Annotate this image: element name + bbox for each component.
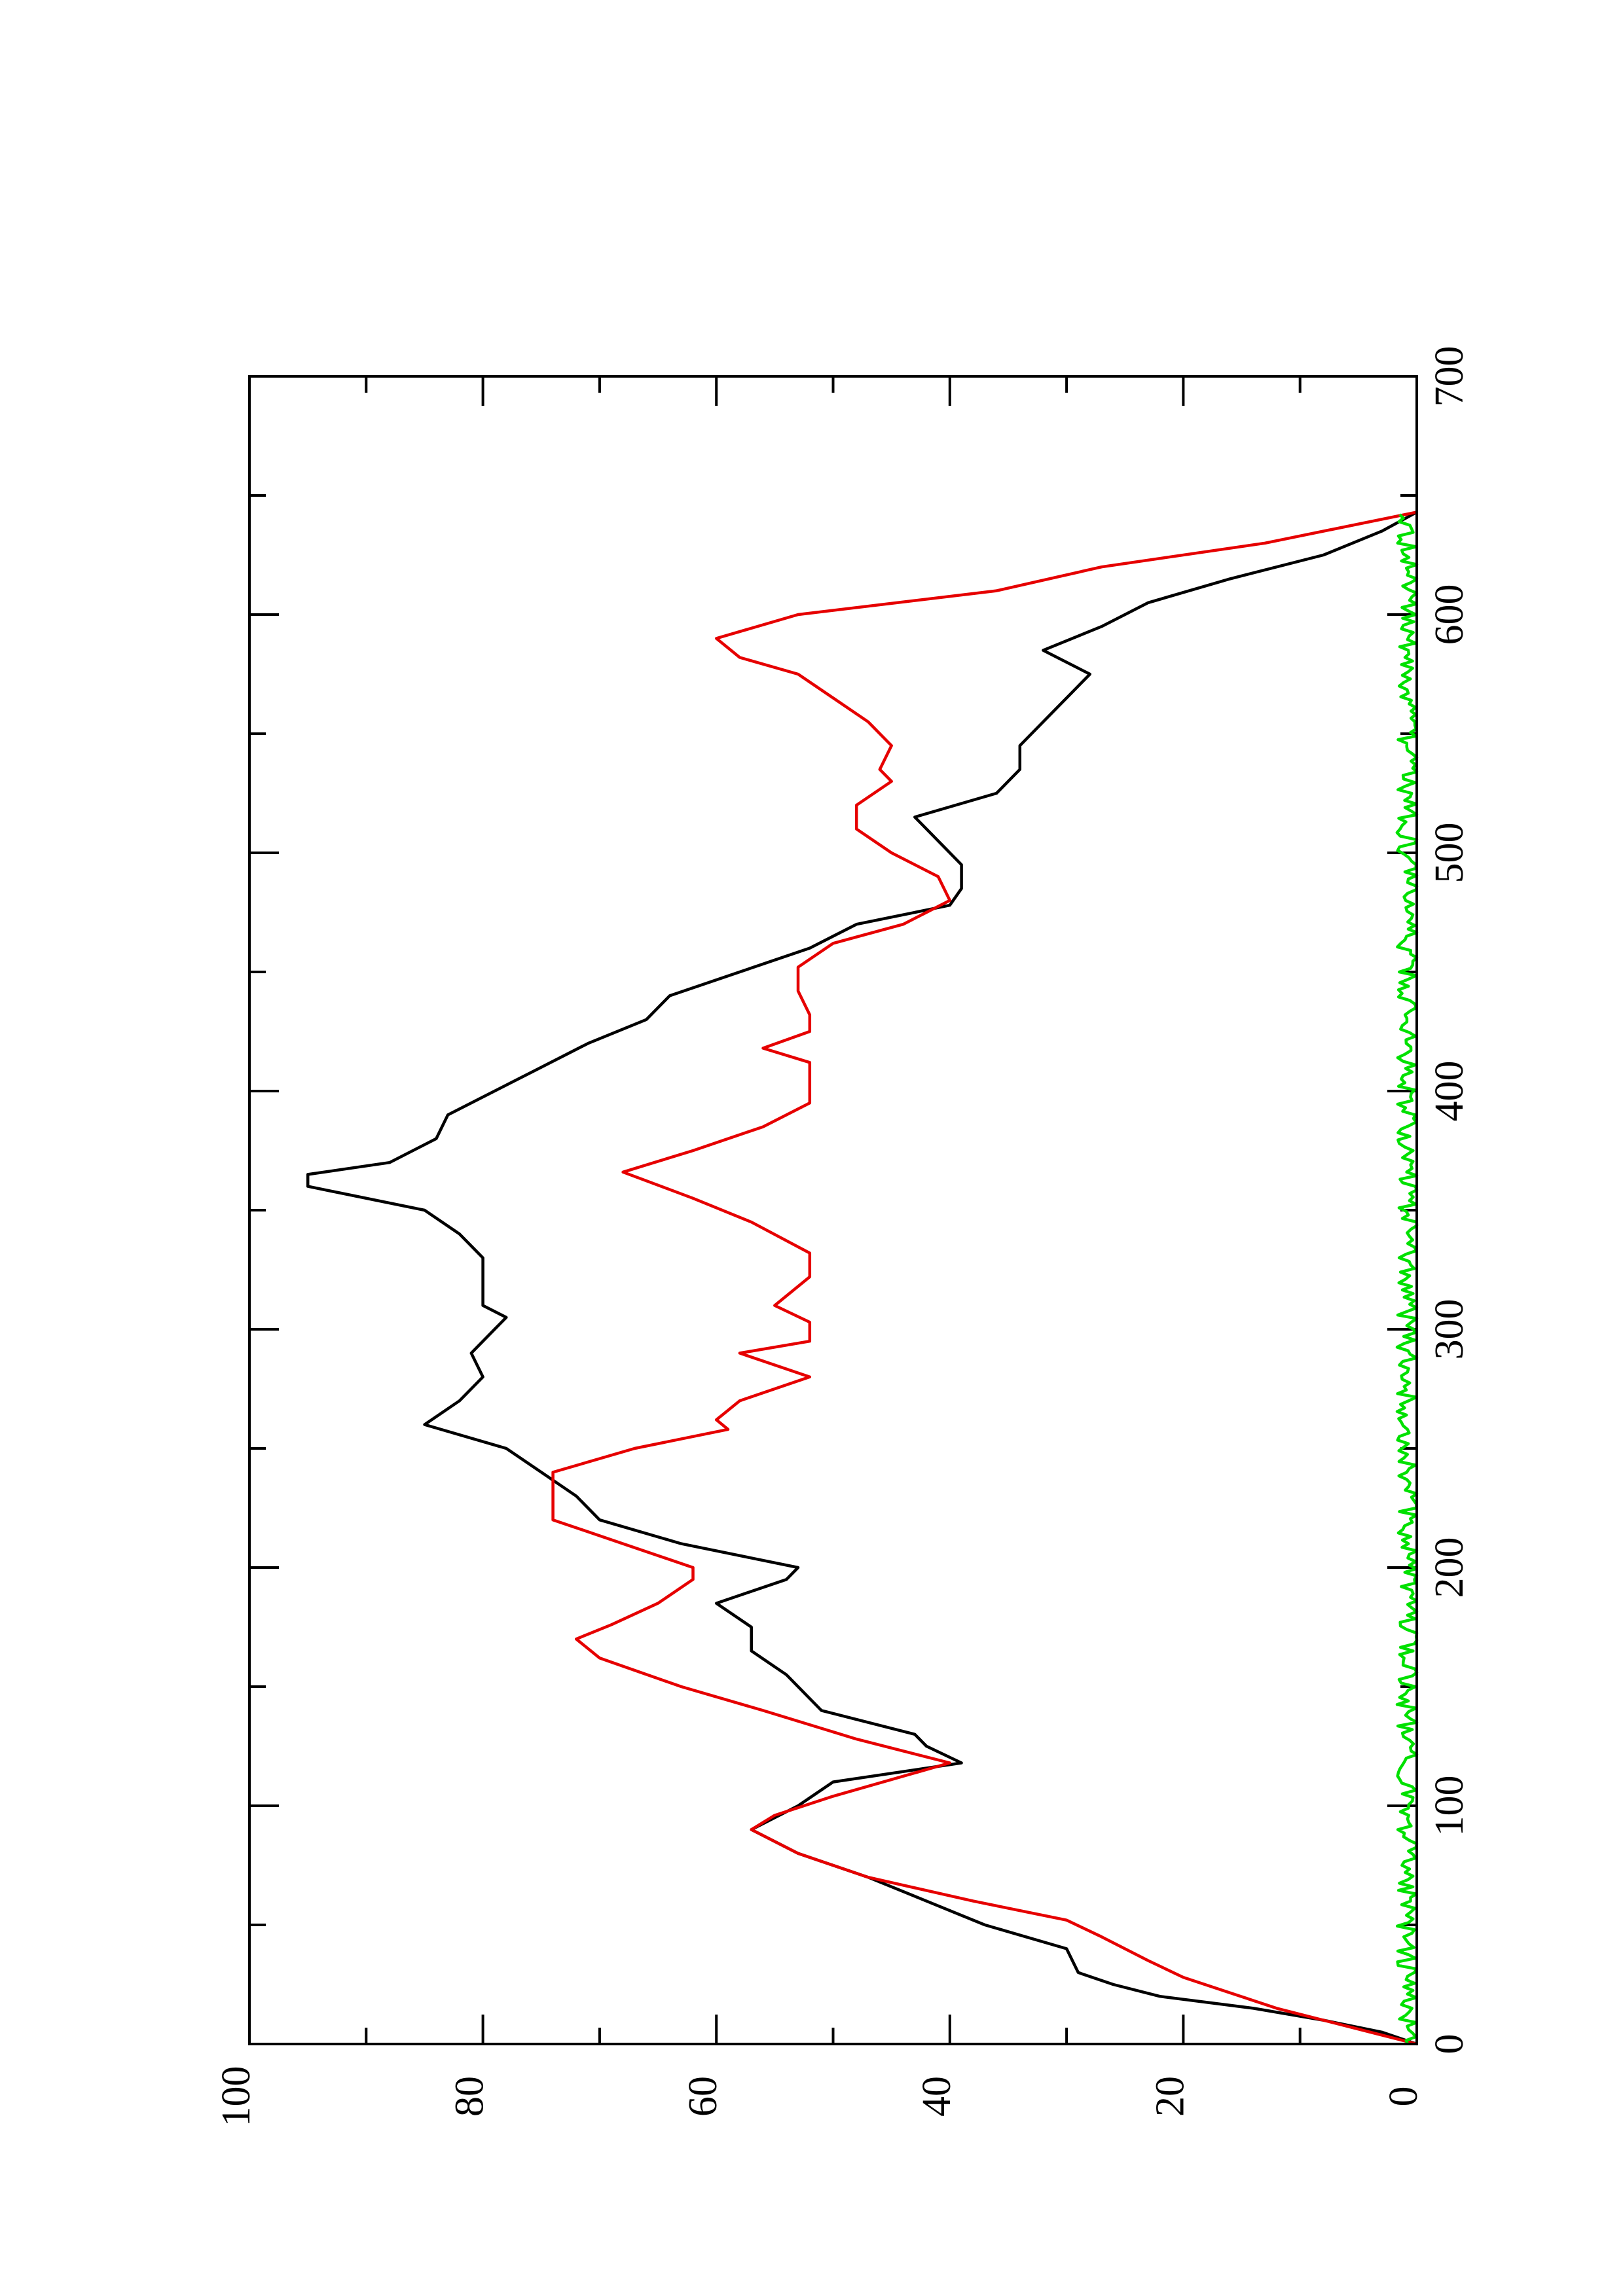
y-tick-label: 100 bbox=[214, 2066, 259, 2127]
x-tick-label: 500 bbox=[1427, 823, 1472, 884]
axis-ticks bbox=[248, 375, 1418, 2045]
y-tick-label: 40 bbox=[915, 2076, 959, 2117]
x-tick-label: 700 bbox=[1427, 346, 1472, 407]
x-tick-label: 600 bbox=[1427, 584, 1472, 645]
x-tick-label: 0 bbox=[1427, 2034, 1472, 2054]
series-lines bbox=[306, 511, 1419, 2046]
y-tick-label: 20 bbox=[1148, 2076, 1192, 2117]
x-tick-label: 200 bbox=[1427, 1537, 1472, 1598]
series-line-2 bbox=[551, 511, 1417, 2046]
plot-frame bbox=[248, 375, 1418, 2045]
y-tick-label: 0 bbox=[1381, 2087, 1426, 2107]
x-tick-label: 400 bbox=[1427, 1061, 1472, 1122]
x-tick-label: 100 bbox=[1427, 1776, 1472, 1837]
series-line-3 bbox=[1395, 513, 1419, 2045]
y-tick-label: 80 bbox=[448, 2076, 492, 2117]
x-tick-label: 300 bbox=[1427, 1299, 1472, 1360]
axis-tick-labels: 0 100 200 300 400 500 600 700 0 20 40 60 80 100 bbox=[214, 346, 1472, 2127]
y-tick-label: 60 bbox=[681, 2076, 725, 2117]
